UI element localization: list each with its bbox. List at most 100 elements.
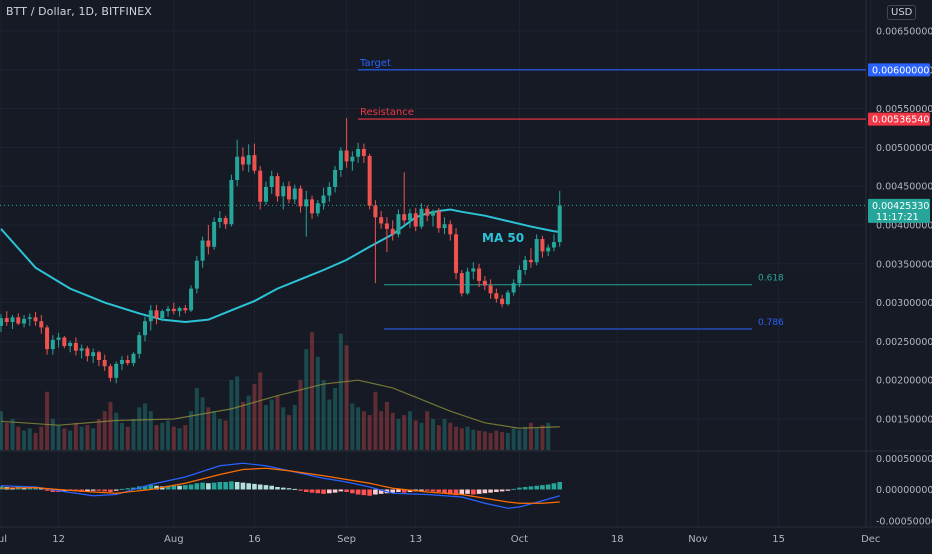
volume-bar [488,432,493,450]
candles [0,117,562,384]
macd-hist-bar [50,489,56,492]
candle-body [143,321,147,336]
macd-hist-bar [177,485,182,490]
volume-bar [33,432,38,450]
candle-body [50,339,55,350]
last-price-tag-countdown: 11:17:21 [876,212,919,223]
volume-bar [212,411,217,450]
candle-body [367,155,372,206]
volume-bar [344,345,349,450]
macd-hist-bar [327,489,332,494]
candle-body [68,342,73,347]
candle-body [212,221,217,247]
candle-body [534,238,539,263]
candle-body [269,176,274,187]
candle-body [275,176,280,197]
macd-hist-bar [367,489,372,496]
macd-hist-bar [165,485,171,490]
macd-hist-bar [378,489,384,494]
candle-body [488,285,493,294]
y-tick-label: 0.00150000 [876,414,932,425]
volume-bar [240,401,245,450]
volume-bar [258,372,263,450]
volume-bar [402,415,407,450]
volume-bar [183,425,188,450]
volume-bar [102,411,107,450]
volume-bar [281,407,286,450]
volume-bar [91,428,96,450]
candle-body [171,308,176,312]
macd-hist-bar [338,489,344,492]
candle-body [263,186,268,202]
macd-hist-bar [217,482,223,490]
candle-body [148,310,153,322]
grid [0,0,932,528]
volume-bar [511,428,516,450]
candle-body [119,360,124,364]
macd-hist-bar [257,484,263,490]
macd-hist-bar [401,489,407,493]
chart-title: BTT / Dollar, 1D, BITFINEX [6,5,152,18]
volume-bar [379,411,384,450]
volume-bar [528,422,533,450]
candle-body [45,327,50,350]
candle-body [482,280,487,286]
volume-bar [189,411,194,450]
volume-bar [200,397,205,450]
macd-hist-bar [292,488,298,490]
volume-bar [143,403,147,450]
macd-hist-bar [407,489,413,492]
volume-bar [298,380,303,450]
y-tick-label: 0.00300000 [876,298,932,309]
x-tick-label: 16 [248,534,261,545]
candle-body [442,224,447,229]
candle-body [390,228,395,235]
candle-body [79,348,84,351]
volume-bar [367,415,372,450]
macd-hist-bar [482,489,488,494]
macd-hist-bar [511,488,516,490]
candle-body [402,214,407,221]
volume-bar [217,418,222,450]
candle-body [338,150,343,170]
volume-bar [22,430,27,450]
volume-bar [482,431,487,450]
candle-body [73,342,78,351]
macd-tick-label: 0.00000000 [876,485,932,496]
candle-body [304,199,309,207]
macd-hist-bar [476,489,482,494]
volume-bar [373,391,378,450]
macd-hist-bar [494,489,499,492]
candle-body [321,195,326,204]
y-tick-label: 0.00450000 [876,182,932,193]
x-tick-label: Aug [164,534,184,545]
volume-bar [459,428,464,450]
currency-badge[interactable]: USD [887,5,917,20]
volume-bar [425,411,430,450]
macd-hist-bar [419,489,424,491]
candle-body [96,352,101,360]
macd-hist-bar [361,489,367,496]
macd-hist-bar [517,487,522,490]
y-tick-label: 0.00350000 [876,259,932,270]
resistance-price-tag-text: 0.00536540 [872,115,929,126]
volume-bar [229,380,234,450]
candle-body [448,224,453,235]
volume-bar [177,428,182,450]
target-price-tag-text: 0.00600000 [872,65,929,76]
macd-hist-bar [194,483,200,490]
macd-tick-label: 0.00050000 [876,454,932,465]
volume-bar [442,418,447,450]
macd-hist-bar [263,485,269,490]
macd-hist-bar [499,489,505,492]
volume-bar [45,391,50,450]
candle-body [200,240,205,261]
candle-body [511,283,516,293]
candle-body [419,208,424,227]
macd-hist-bar [33,487,38,490]
candle-body [356,148,361,157]
macd-tick-label: -0.00050000 [876,516,932,527]
volume-bar [235,376,240,450]
